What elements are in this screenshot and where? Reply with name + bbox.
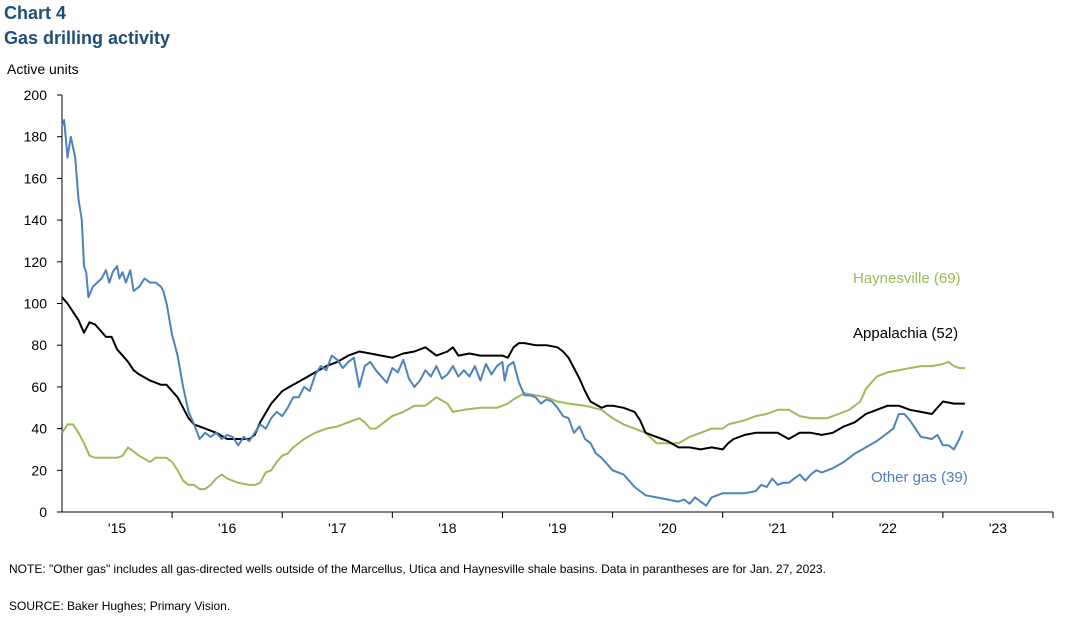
series-label-0: Haynesville (69) (853, 270, 961, 287)
x-tick-label: '19 (548, 520, 566, 536)
y-tick-label: 160 (24, 170, 48, 186)
chart-number: Chart 4 (4, 3, 67, 23)
series-line-0 (61, 360, 965, 491)
y-tick-label: 120 (24, 254, 48, 270)
y-tick-label: 140 (24, 212, 48, 228)
x-tick-label: '16 (218, 520, 236, 536)
y-tick-label: 180 (24, 129, 48, 145)
source-note: SOURCE: Baker Hughes; Primary Vision. (9, 599, 231, 613)
x-tick-label: '23 (989, 520, 1007, 536)
footnote: NOTE: "Other gas" includes all gas-direc… (9, 562, 826, 576)
series-label-2: Other gas (39) (871, 469, 968, 486)
x-tick-label: '15 (108, 520, 126, 536)
series-labels: Haynesville (69) Appalachia (52) Other gas… (853, 270, 968, 486)
series-line-1 (61, 296, 965, 451)
x-tick-label: '20 (658, 520, 676, 536)
x-tick-label: '17 (328, 520, 346, 536)
y-tick-label: 0 (39, 504, 47, 520)
x-tick-label: '18 (438, 520, 456, 536)
series-label-1: Appalachia (52) (853, 325, 958, 342)
x-tick-label: '22 (879, 520, 897, 536)
chart-title: Gas drilling activity (4, 28, 171, 48)
x-tick-label: '21 (769, 520, 787, 536)
y-tick-label: 100 (24, 296, 48, 312)
y-tick-label: 200 (24, 87, 48, 103)
y-tick-label: 80 (31, 337, 47, 353)
series-lines (61, 119, 965, 507)
y-tick-label: 40 (31, 421, 47, 437)
series-line-2 (61, 119, 964, 507)
line-chart: 0 20 40 60 80 100 120 140 160 180 200 '15 '16 '17 '18 '… (24, 87, 1054, 536)
y-tick-label: 60 (31, 379, 47, 395)
axes: 0 20 40 60 80 100 120 140 160 180 200 '15 '16 '17 '18 '… (24, 87, 1054, 536)
y-tick-label: 20 (31, 462, 47, 478)
y-axis-label: Active units (7, 61, 79, 77)
